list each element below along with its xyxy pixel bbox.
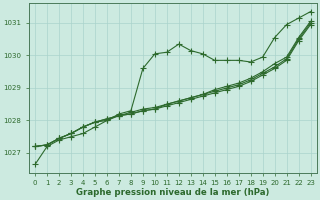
X-axis label: Graphe pression niveau de la mer (hPa): Graphe pression niveau de la mer (hPa): [76, 188, 269, 197]
